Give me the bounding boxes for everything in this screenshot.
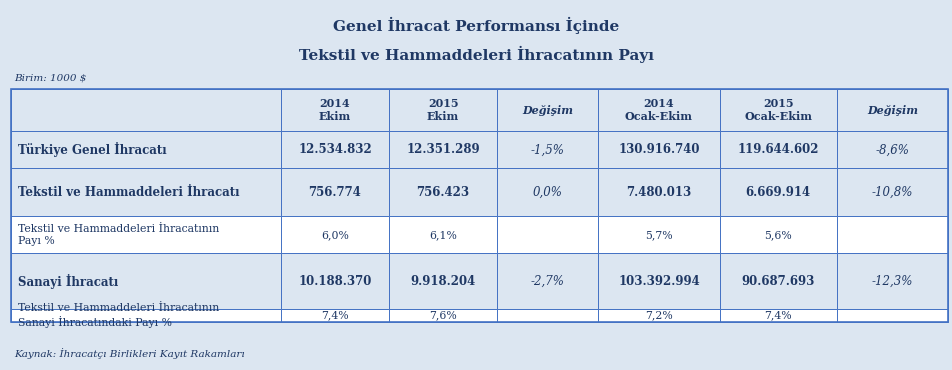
Bar <box>497 89 598 131</box>
Bar <box>836 131 947 168</box>
Text: 7,4%: 7,4% <box>321 310 348 320</box>
Text: -2,7%: -2,7% <box>530 275 565 288</box>
Bar <box>598 253 719 309</box>
Bar <box>598 216 719 253</box>
Text: 130.916.740: 130.916.740 <box>618 143 699 157</box>
Text: 756.423: 756.423 <box>416 186 469 199</box>
Bar <box>836 253 947 309</box>
Bar <box>497 216 598 253</box>
Bar <box>388 168 497 216</box>
Bar <box>281 168 388 216</box>
Bar <box>11 89 947 322</box>
Text: -1,5%: -1,5% <box>530 143 565 157</box>
Bar <box>11 168 281 216</box>
Text: Tekstil ve Hammaddeleri İhracatının
Sanayi İhracatındaki Payı %: Tekstil ve Hammaddeleri İhracatının Sana… <box>18 303 219 328</box>
Bar <box>598 131 719 168</box>
Text: Değişim: Değişim <box>522 105 573 115</box>
Text: Tekstil ve Hammaddeleri İhracatının
Payı %: Tekstil ve Hammaddeleri İhracatının Payı… <box>18 224 219 246</box>
Bar <box>11 216 281 253</box>
Text: Genel İhracat Performansı İçinde: Genel İhracat Performansı İçinde <box>333 17 619 34</box>
Text: 7,2%: 7,2% <box>645 310 672 320</box>
Text: Birim: 1000 $: Birim: 1000 $ <box>14 74 87 83</box>
Text: 2014
Ocak-Ekim: 2014 Ocak-Ekim <box>625 98 692 122</box>
Bar <box>719 216 836 253</box>
Bar <box>719 89 836 131</box>
Bar <box>388 216 497 253</box>
Bar <box>497 309 598 322</box>
Text: 119.644.602: 119.644.602 <box>737 143 818 157</box>
Text: Türkiye Genel İhracatı: Türkiye Genel İhracatı <box>18 142 167 157</box>
Bar <box>598 309 719 322</box>
Bar <box>719 131 836 168</box>
Text: Değişim: Değişim <box>866 105 917 115</box>
Text: Tekstil ve Hammaddeleri İhracatı: Tekstil ve Hammaddeleri İhracatı <box>18 186 239 199</box>
Text: 2014
Ekim: 2014 Ekim <box>319 98 350 122</box>
Text: 9.918.204: 9.918.204 <box>410 275 475 288</box>
Bar <box>281 131 388 168</box>
Bar <box>11 89 281 131</box>
Text: 103.392.994: 103.392.994 <box>618 275 699 288</box>
Text: 12.534.832: 12.534.832 <box>298 143 371 157</box>
Text: 2015
Ekim: 2015 Ekim <box>426 98 459 122</box>
Bar <box>836 216 947 253</box>
Bar <box>281 216 388 253</box>
Text: 0,0%: 0,0% <box>532 186 563 199</box>
Bar <box>388 89 497 131</box>
Bar <box>497 253 598 309</box>
Text: 5,7%: 5,7% <box>645 230 672 240</box>
Bar <box>836 89 947 131</box>
Text: 5,6%: 5,6% <box>764 230 791 240</box>
Bar <box>388 309 497 322</box>
Text: 7.480.013: 7.480.013 <box>625 186 691 199</box>
Text: 6.669.914: 6.669.914 <box>744 186 810 199</box>
Text: -8,6%: -8,6% <box>875 143 908 157</box>
Text: 6,0%: 6,0% <box>321 230 348 240</box>
Bar <box>11 253 281 309</box>
Bar <box>11 131 281 168</box>
Text: Sanayi İhracatı: Sanayi İhracatı <box>18 274 118 289</box>
Bar <box>11 309 281 322</box>
Text: -12,3%: -12,3% <box>871 275 912 288</box>
Text: 7,6%: 7,6% <box>428 310 457 320</box>
Text: 6,1%: 6,1% <box>428 230 457 240</box>
Text: 12.351.289: 12.351.289 <box>406 143 480 157</box>
Bar <box>836 168 947 216</box>
Bar <box>598 89 719 131</box>
Text: 7,4%: 7,4% <box>764 310 791 320</box>
Bar <box>719 309 836 322</box>
Bar <box>497 168 598 216</box>
Bar <box>598 168 719 216</box>
Bar <box>497 131 598 168</box>
Text: 90.687.693: 90.687.693 <box>741 275 814 288</box>
Bar <box>719 168 836 216</box>
Text: Kaynak: İhracatçı Birlikleri Kayıt Rakamları: Kaynak: İhracatçı Birlikleri Kayıt Rakam… <box>14 348 245 359</box>
Bar <box>836 309 947 322</box>
Text: 756.774: 756.774 <box>308 186 361 199</box>
Bar <box>281 89 388 131</box>
Bar <box>719 253 836 309</box>
Bar <box>388 131 497 168</box>
Text: 2015
Ocak-Ekim: 2015 Ocak-Ekim <box>744 98 811 122</box>
Text: Tekstil ve Hammaddeleri İhracatının Payı: Tekstil ve Hammaddeleri İhracatının Payı <box>299 46 653 63</box>
Text: 10.188.370: 10.188.370 <box>298 275 371 288</box>
Bar <box>281 309 388 322</box>
Bar <box>281 253 388 309</box>
Text: -10,8%: -10,8% <box>871 186 912 199</box>
Bar <box>388 253 497 309</box>
